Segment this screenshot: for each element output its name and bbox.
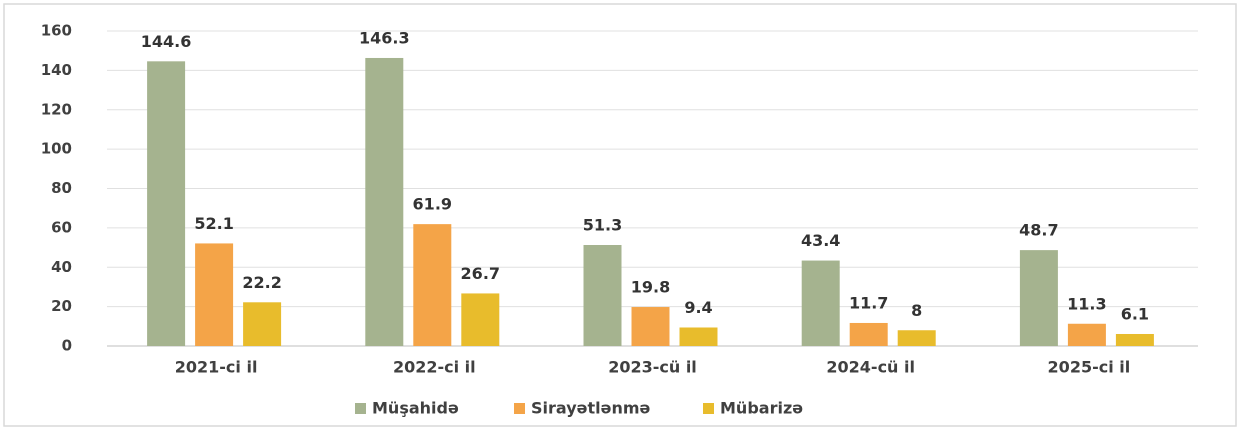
y-tick-label: 120 [41,100,72,118]
data-label: 146.3 [359,28,410,47]
data-label: 22.2 [242,273,281,292]
bar [631,307,670,346]
x-tick-label: 2023-cü il [608,358,697,377]
legend-label: Sirayətlənmə [531,399,651,418]
bar [1019,250,1058,346]
y-tick-label: 0 [62,337,72,355]
x-tick-label: 2024-cü il [826,358,915,377]
data-label: 8 [911,301,922,320]
bar [195,243,234,346]
legend-label: Mübarizə [720,399,803,418]
data-label: 6.1 [1121,304,1149,323]
legend-swatch [703,403,714,414]
bar [801,260,840,346]
y-tick-label: 20 [51,297,72,315]
bar [413,224,452,346]
data-label: 144.6 [141,32,192,51]
x-tick-label: 2025-ci il [1048,358,1131,377]
bar [1067,323,1106,346]
data-label: 48.7 [1019,221,1058,240]
bar [365,57,404,347]
y-tick-label: 80 [51,179,72,197]
bar [461,293,500,346]
bar [583,245,622,346]
data-label: 19.8 [631,278,670,297]
bar [147,61,186,346]
data-label: 26.7 [461,264,500,283]
legend-label: Müşahidə [372,399,459,418]
x-tick-label: 2022-ci il [393,358,476,377]
bar [897,330,936,346]
bar [679,327,718,346]
y-tick-label: 160 [41,22,72,40]
data-label: 51.3 [583,216,622,235]
chart-frame [3,3,1237,427]
y-tick-label: 140 [41,61,72,79]
data-label: 11.3 [1067,294,1106,313]
legend-swatch [355,403,366,414]
data-label: 43.4 [801,231,840,250]
data-label: 9.4 [684,298,712,317]
legend-swatch [514,403,525,414]
data-label: 61.9 [413,195,452,214]
bar [1115,333,1154,346]
bar [243,302,282,346]
y-tick-label: 60 [51,218,72,236]
data-label: 11.7 [849,293,888,312]
data-label: 52.1 [194,214,233,233]
x-tick-label: 2021-ci il [175,358,258,377]
y-tick-label: 100 [41,140,72,158]
bar [849,322,888,346]
y-tick-label: 40 [51,258,72,276]
